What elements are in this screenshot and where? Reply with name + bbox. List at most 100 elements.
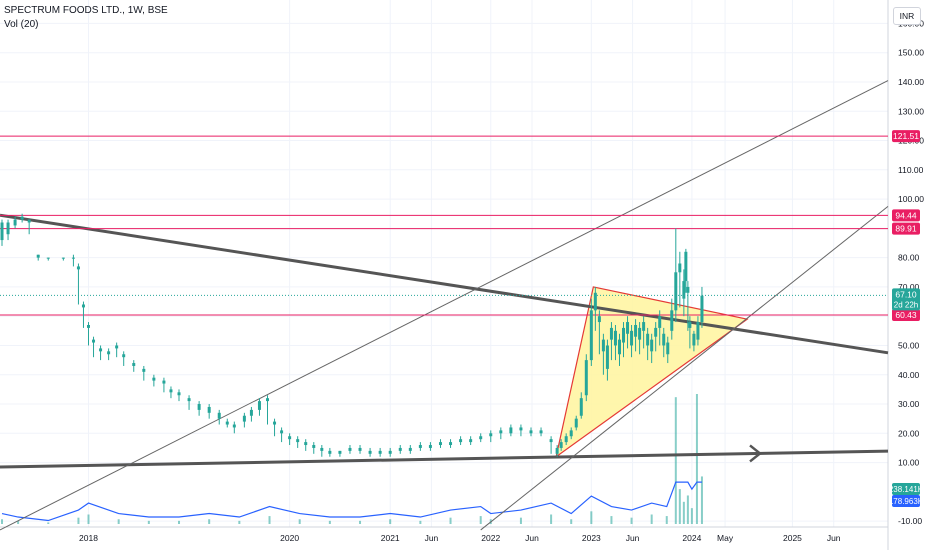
volume-bar: [682, 501, 685, 524]
candle-body: [489, 433, 493, 437]
volume-bar: [147, 520, 150, 524]
currency-button[interactable]: INR: [893, 7, 921, 25]
time-tick-label: Jun: [626, 533, 640, 543]
candle-body: [266, 398, 270, 402]
trendline-2[interactable]: [0, 449, 889, 469]
volume-bar: [178, 520, 181, 524]
volume-bar: [77, 517, 80, 524]
time-tick-label: 2022: [481, 533, 500, 543]
volume-bar: [610, 516, 613, 524]
arrow-marker-icon: [749, 444, 763, 463]
volume-bar: [47, 522, 50, 524]
candle-body: [92, 339, 96, 343]
candle-body: [509, 427, 513, 434]
candle-body: [428, 445, 432, 448]
candle-body: [670, 310, 674, 331]
trendline-1[interactable]: [0, 213, 889, 355]
candle-body: [601, 339, 605, 352]
volume-bar: [328, 520, 331, 524]
volume-bars: [1, 394, 703, 524]
volume-bar: [695, 394, 698, 524]
price-tick-label: 140.00: [898, 77, 924, 87]
candle-body: [0, 222, 4, 241]
volume-bar: [117, 519, 120, 524]
candle-body: [658, 316, 662, 328]
candle-body: [280, 430, 284, 434]
candle-body: [449, 442, 453, 446]
trendlines[interactable]: [0, 80, 889, 531]
candle-body: [177, 392, 181, 396]
volume-bar: [630, 517, 633, 524]
volume-bar: [359, 520, 362, 524]
volume-bar: [238, 520, 241, 524]
candle-body: [686, 286, 690, 293]
volume-bar: [389, 519, 392, 524]
time-tick-label: May: [717, 533, 734, 543]
trendline-4[interactable]: [480, 206, 889, 531]
candle-body: [36, 254, 40, 258]
candle-body: [688, 322, 692, 328]
symbol-title[interactable]: SPECTRUM FOODS LTD., 1W, BSE: [4, 5, 168, 16]
time-axis[interactable]: 2018 2020 2021 Jun 2022 Jun 2023 Jun 2024 May 2025…: [79, 533, 841, 543]
candle-body: [46, 257, 50, 259]
candle-body: [650, 339, 654, 352]
candle-body: [584, 360, 588, 396]
candle-body: [13, 219, 17, 226]
volume-indicator-label[interactable]: Vol (20): [4, 19, 39, 30]
level-price-label: 89.91: [895, 224, 917, 234]
candle-body: [654, 327, 658, 337]
candle-body: [358, 447, 362, 451]
candle-body: [249, 409, 253, 416]
candle-body: [539, 430, 543, 434]
trendline-3[interactable]: [0, 80, 889, 531]
level-price-label: 121.51: [893, 131, 919, 141]
candle-body: [459, 439, 463, 443]
candle-body: [71, 257, 75, 259]
volume-bar: [208, 519, 211, 524]
candle-body: [646, 333, 650, 346]
candle-body: [564, 436, 568, 443]
candle-body: [642, 322, 646, 331]
candle-body: [152, 377, 156, 381]
candle-body: [418, 445, 422, 448]
candle-body: [242, 415, 246, 422]
volume-bar: [590, 511, 593, 524]
candle-body: [684, 251, 688, 282]
volume-value-label: 178.963K: [889, 497, 924, 506]
volume-ma-line: [1, 481, 702, 522]
time-tick-label: Jun: [425, 533, 439, 543]
candle-body: [438, 442, 442, 446]
candle-body: [217, 412, 221, 419]
candle-body: [549, 439, 553, 443]
price-tick-label: 40.00: [898, 370, 920, 380]
candle-body: [605, 345, 609, 369]
candle-body: [589, 310, 593, 361]
candle-body: [479, 436, 483, 440]
triangle-pattern[interactable]: [555, 286, 749, 459]
candle-body: [273, 421, 277, 425]
candle-body: [682, 281, 686, 299]
candle-body: [348, 447, 352, 451]
level-price-tag: [892, 222, 920, 235]
volume-bar: [700, 476, 703, 524]
candle-body: [320, 447, 324, 451]
candle-body: [304, 442, 308, 446]
volume-bar: [665, 516, 668, 524]
time-tick-label: 2021: [381, 533, 400, 543]
candle-body: [696, 322, 700, 340]
time-tick-label: Jun: [827, 533, 841, 543]
candle-body: [225, 421, 229, 425]
candle-body: [81, 304, 85, 308]
price-tick-label: 70.00: [898, 282, 920, 292]
candle-body: [569, 430, 573, 437]
candle-body: [579, 398, 583, 416]
price-tick-label: 30.00: [898, 399, 920, 409]
volume-bar: [686, 495, 689, 524]
time-tick-label: 2025: [783, 533, 802, 543]
horizontal-levels[interactable]: [0, 135, 888, 316]
time-tick-label: 2023: [582, 533, 601, 543]
candle-body: [107, 351, 111, 355]
volume-value-tag: [892, 495, 920, 507]
candle-body: [27, 219, 31, 223]
